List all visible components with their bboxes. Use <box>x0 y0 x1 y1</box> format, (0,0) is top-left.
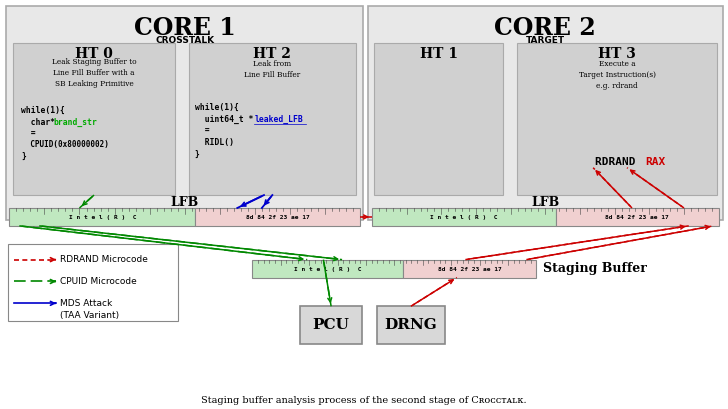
Bar <box>195 208 360 226</box>
Text: =: = <box>21 128 36 137</box>
Text: I n t e l ( R )  C: I n t e l ( R ) C <box>430 215 497 220</box>
Text: MDS Attack
(TAA Variant): MDS Attack (TAA Variant) <box>60 299 119 320</box>
Bar <box>374 43 504 195</box>
Text: CPUID Microcode: CPUID Microcode <box>60 277 137 286</box>
Text: Leak Staging Buffer to
Line Fill Buffer with a
SB Leaking Primitive: Leak Staging Buffer to Line Fill Buffer … <box>52 58 136 88</box>
Bar <box>518 43 716 195</box>
Text: Staging Buffer: Staging Buffer <box>543 262 647 275</box>
Text: while(1){: while(1){ <box>194 103 239 112</box>
Text: while(1){: while(1){ <box>21 106 66 115</box>
Text: HT 0: HT 0 <box>75 47 113 61</box>
Text: Leak from
Line Fill Buffer: Leak from Line Fill Buffer <box>244 61 301 79</box>
Text: CORE 1: CORE 1 <box>134 16 236 40</box>
Text: I n t e l ( R )  C: I n t e l ( R ) C <box>294 267 361 272</box>
Text: LFB: LFB <box>531 196 559 209</box>
Text: }: } <box>21 152 26 161</box>
Bar <box>372 208 555 226</box>
Text: }: } <box>194 150 199 159</box>
Text: PCU: PCU <box>313 318 349 332</box>
Text: HT 2: HT 2 <box>253 47 291 61</box>
Bar <box>555 208 719 226</box>
Bar <box>8 244 178 321</box>
Text: I n t e l ( R )  C: I n t e l ( R ) C <box>68 215 136 220</box>
Text: RDRAND: RDRAND <box>595 157 642 167</box>
Text: CROSSTALK: CROSSTALK <box>155 36 214 45</box>
Bar <box>368 7 723 220</box>
Text: LFB: LFB <box>170 196 199 209</box>
Text: brand_str: brand_str <box>53 118 97 127</box>
Bar <box>377 306 445 344</box>
Bar <box>7 7 363 220</box>
Text: uint64_t *: uint64_t * <box>194 115 253 124</box>
Bar <box>300 306 362 344</box>
Text: 8d 84 2f 23 ae 17: 8d 84 2f 23 ae 17 <box>438 267 502 272</box>
Text: CORE 2: CORE 2 <box>494 16 596 40</box>
Text: =: = <box>194 125 209 134</box>
Text: RAX: RAX <box>645 157 665 167</box>
Bar <box>189 43 356 195</box>
Text: 8d 84 2f 23 ae 17: 8d 84 2f 23 ae 17 <box>246 215 309 220</box>
Text: RDRAND Microcode: RDRAND Microcode <box>60 255 148 264</box>
Text: leaked_LFB: leaked_LFB <box>254 115 303 124</box>
Text: DRNG: DRNG <box>384 318 438 332</box>
Text: CPUID(0x80000002): CPUID(0x80000002) <box>21 140 109 149</box>
Bar <box>9 208 195 226</box>
Text: 8d 84 2f 23 ae 17: 8d 84 2f 23 ae 17 <box>605 215 669 220</box>
Text: HT 1: HT 1 <box>420 47 458 61</box>
Text: Execute a
Target Instruction(s)
e.g. rdrand: Execute a Target Instruction(s) e.g. rdr… <box>579 60 655 90</box>
Text: HT 3: HT 3 <box>598 47 636 61</box>
Text: Staging buffer analysis process of the second stage of Cʀᴏᴄᴄᴛᴀʟᴋ.: Staging buffer analysis process of the s… <box>201 396 527 405</box>
Text: TARGET: TARGET <box>526 36 565 45</box>
Text: char*: char* <box>21 118 60 127</box>
Bar <box>253 260 403 277</box>
Bar <box>13 43 175 195</box>
Text: RIDL(): RIDL() <box>194 138 234 147</box>
Bar <box>403 260 537 277</box>
